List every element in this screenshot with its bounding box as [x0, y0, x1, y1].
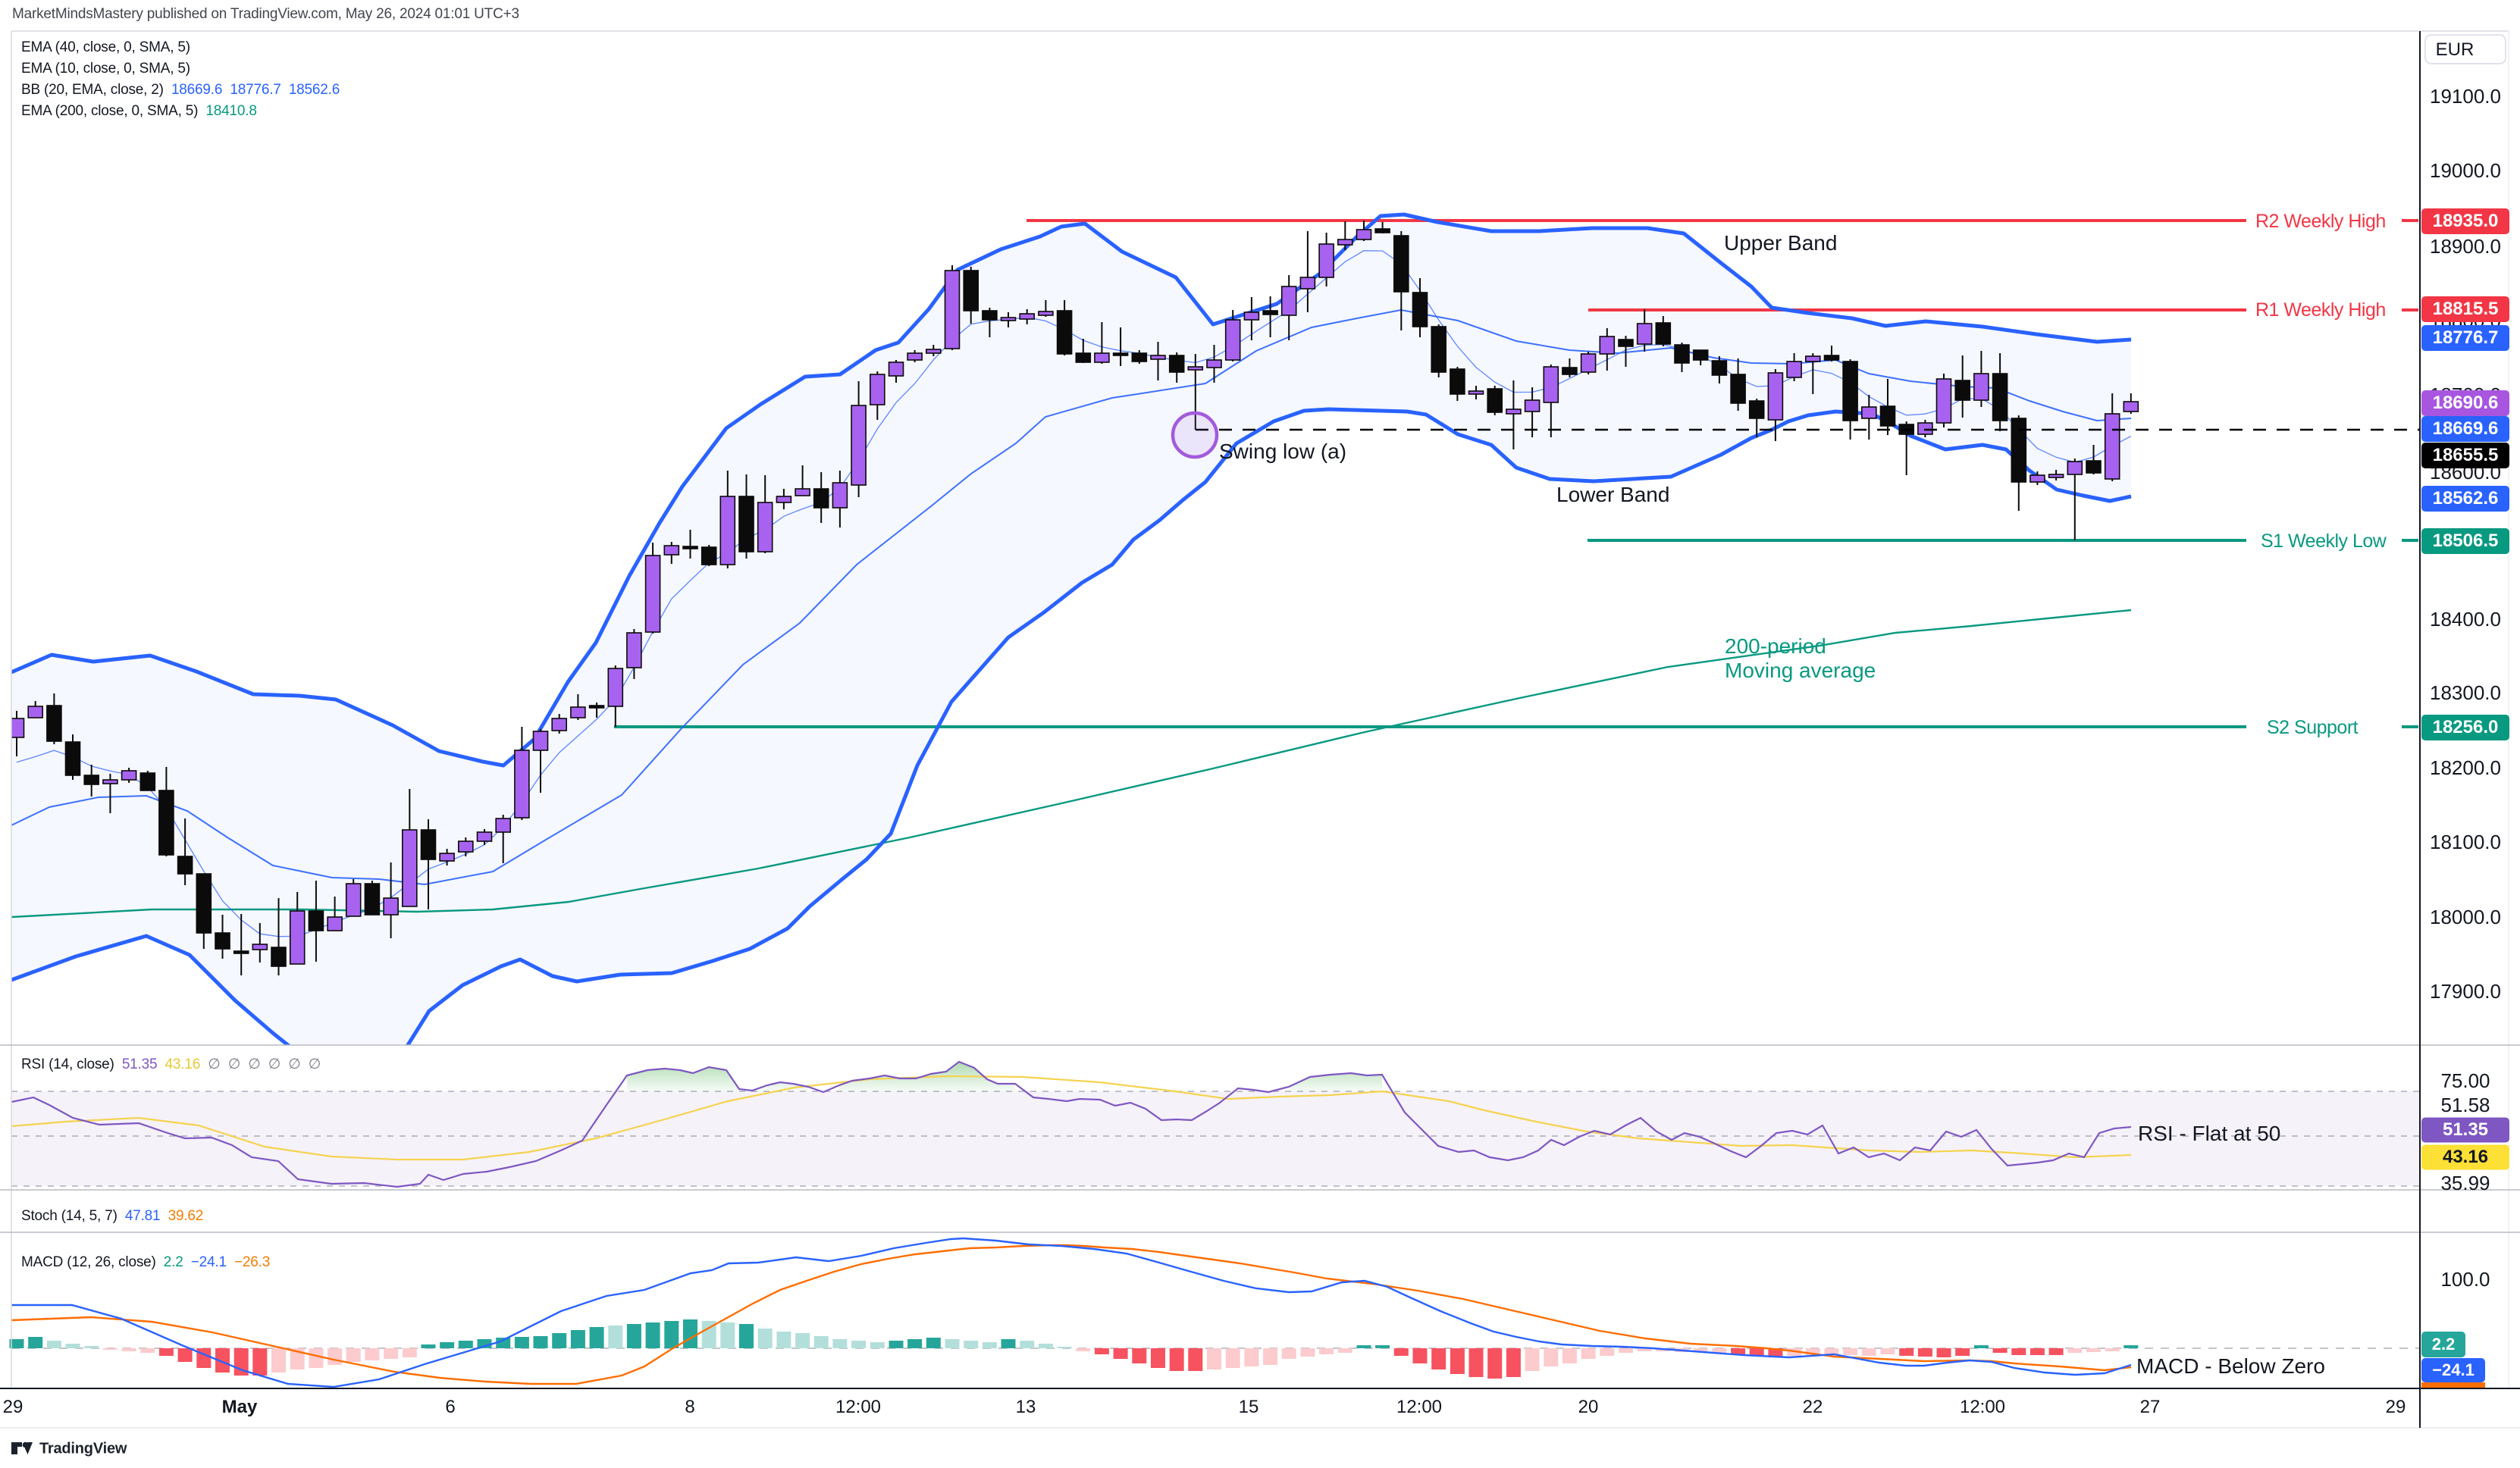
svg-text:Upper Band: Upper Band — [1724, 231, 1837, 255]
svg-text:18655.5: 18655.5 — [2433, 445, 2499, 465]
svg-text:18000.0: 18000.0 — [2430, 906, 2501, 928]
svg-text:18300.0: 18300.0 — [2430, 681, 2501, 704]
svg-text:Moving average: Moving average — [1725, 659, 1876, 682]
svg-text:RSI - Flat at 50: RSI - Flat at 50 — [2138, 1122, 2280, 1145]
svg-text:15: 15 — [1239, 1397, 1259, 1417]
svg-text:EMA (10, close, 0, SMA, 5): EMA (10, close, 0, SMA, 5) — [21, 61, 190, 77]
svg-text:18669.6: 18669.6 — [2433, 418, 2499, 439]
svg-text:18776.7: 18776.7 — [2433, 327, 2499, 348]
svg-text:May: May — [222, 1397, 258, 1417]
svg-text:2.2: 2.2 — [2432, 1335, 2456, 1354]
svg-text:12:00: 12:00 — [835, 1397, 881, 1417]
svg-text:17900.0: 17900.0 — [2430, 980, 2501, 1003]
svg-text:43.16: 43.16 — [2443, 1147, 2488, 1167]
svg-text:R2 Weekly High: R2 Weekly High — [2255, 211, 2386, 232]
svg-text:Stoch (14, 5, 7) 47.81 39.62: Stoch (14, 5, 7) 47.81 39.62 — [21, 1208, 203, 1224]
svg-text:18900.0: 18900.0 — [2430, 235, 2501, 258]
svg-text:MACD - Below Zero: MACD - Below Zero — [2136, 1354, 2325, 1378]
svg-text:18815.5: 18815.5 — [2433, 299, 2499, 319]
svg-text:18100.0: 18100.0 — [2430, 831, 2501, 853]
svg-text:−24.1: −24.1 — [2432, 1360, 2475, 1379]
svg-text:12:00: 12:00 — [1396, 1397, 1442, 1417]
svg-text:S2 Support: S2 Support — [2267, 717, 2359, 738]
svg-text:MACD (12, 26, close) 2.2 −24: MACD (12, 26, close) 2.2 −24.1 −26.3 — [21, 1254, 270, 1270]
svg-text:18690.6: 18690.6 — [2433, 393, 2499, 413]
svg-text:19000.0: 19000.0 — [2430, 159, 2501, 182]
svg-text:S1 Weekly Low: S1 Weekly Low — [2261, 531, 2387, 552]
svg-text:18935.0: 18935.0 — [2433, 211, 2499, 231]
svg-text:R1 Weekly High: R1 Weekly High — [2255, 299, 2386, 321]
svg-text:13: 13 — [1016, 1397, 1036, 1417]
svg-text:29: 29 — [2386, 1397, 2406, 1417]
svg-text:EMA (200, close, 0, SMA, 5) 1: EMA (200, close, 0, SMA, 5) 18410.8 — [21, 103, 257, 119]
svg-text:22: 22 — [1803, 1397, 1823, 1417]
svg-text:RSI (14, close) 51.35 43.16: RSI (14, close) 51.35 43.16 ∅ ∅ ∅ ∅ ∅ ∅ — [21, 1056, 321, 1072]
svg-text:100.0: 100.0 — [2440, 1268, 2490, 1291]
svg-text:Swing low (a): Swing low (a) — [1219, 440, 1346, 463]
svg-text:EUR: EUR — [2436, 39, 2475, 60]
svg-text:18200.0: 18200.0 — [2430, 756, 2501, 779]
svg-text:27: 27 — [2140, 1397, 2161, 1417]
svg-text:75.00: 75.00 — [2440, 1069, 2490, 1092]
svg-text:35.99: 35.99 — [2440, 1172, 2490, 1194]
svg-text:EMA (40, close, 0, SMA, 5): EMA (40, close, 0, SMA, 5) — [21, 39, 190, 55]
svg-text:BB (20, EMA, close, 2) 18669.: BB (20, EMA, close, 2) 18669.6 18776.7 1… — [21, 82, 340, 98]
svg-text:51.58: 51.58 — [2440, 1094, 2490, 1116]
svg-text:Lower Band: Lower Band — [1556, 483, 1669, 506]
svg-text:200-period: 200-period — [1725, 634, 1826, 658]
svg-text:6: 6 — [445, 1397, 455, 1417]
svg-text:12:00: 12:00 — [1960, 1397, 2005, 1417]
svg-text:MarketMindsMastery published o: MarketMindsMastery published on TradingV… — [12, 6, 519, 22]
svg-text:TradingView: TradingView — [39, 1441, 127, 1457]
svg-text:20: 20 — [1578, 1397, 1599, 1417]
svg-text:18506.5: 18506.5 — [2433, 531, 2499, 551]
svg-text:18256.0: 18256.0 — [2433, 717, 2499, 737]
svg-text:18400.0: 18400.0 — [2430, 608, 2501, 631]
svg-text:19100.0: 19100.0 — [2430, 85, 2501, 108]
svg-text:29: 29 — [3, 1397, 24, 1417]
svg-text:8: 8 — [685, 1397, 694, 1417]
svg-text:51.35: 51.35 — [2443, 1119, 2488, 1140]
svg-text:18562.6: 18562.6 — [2433, 488, 2499, 509]
